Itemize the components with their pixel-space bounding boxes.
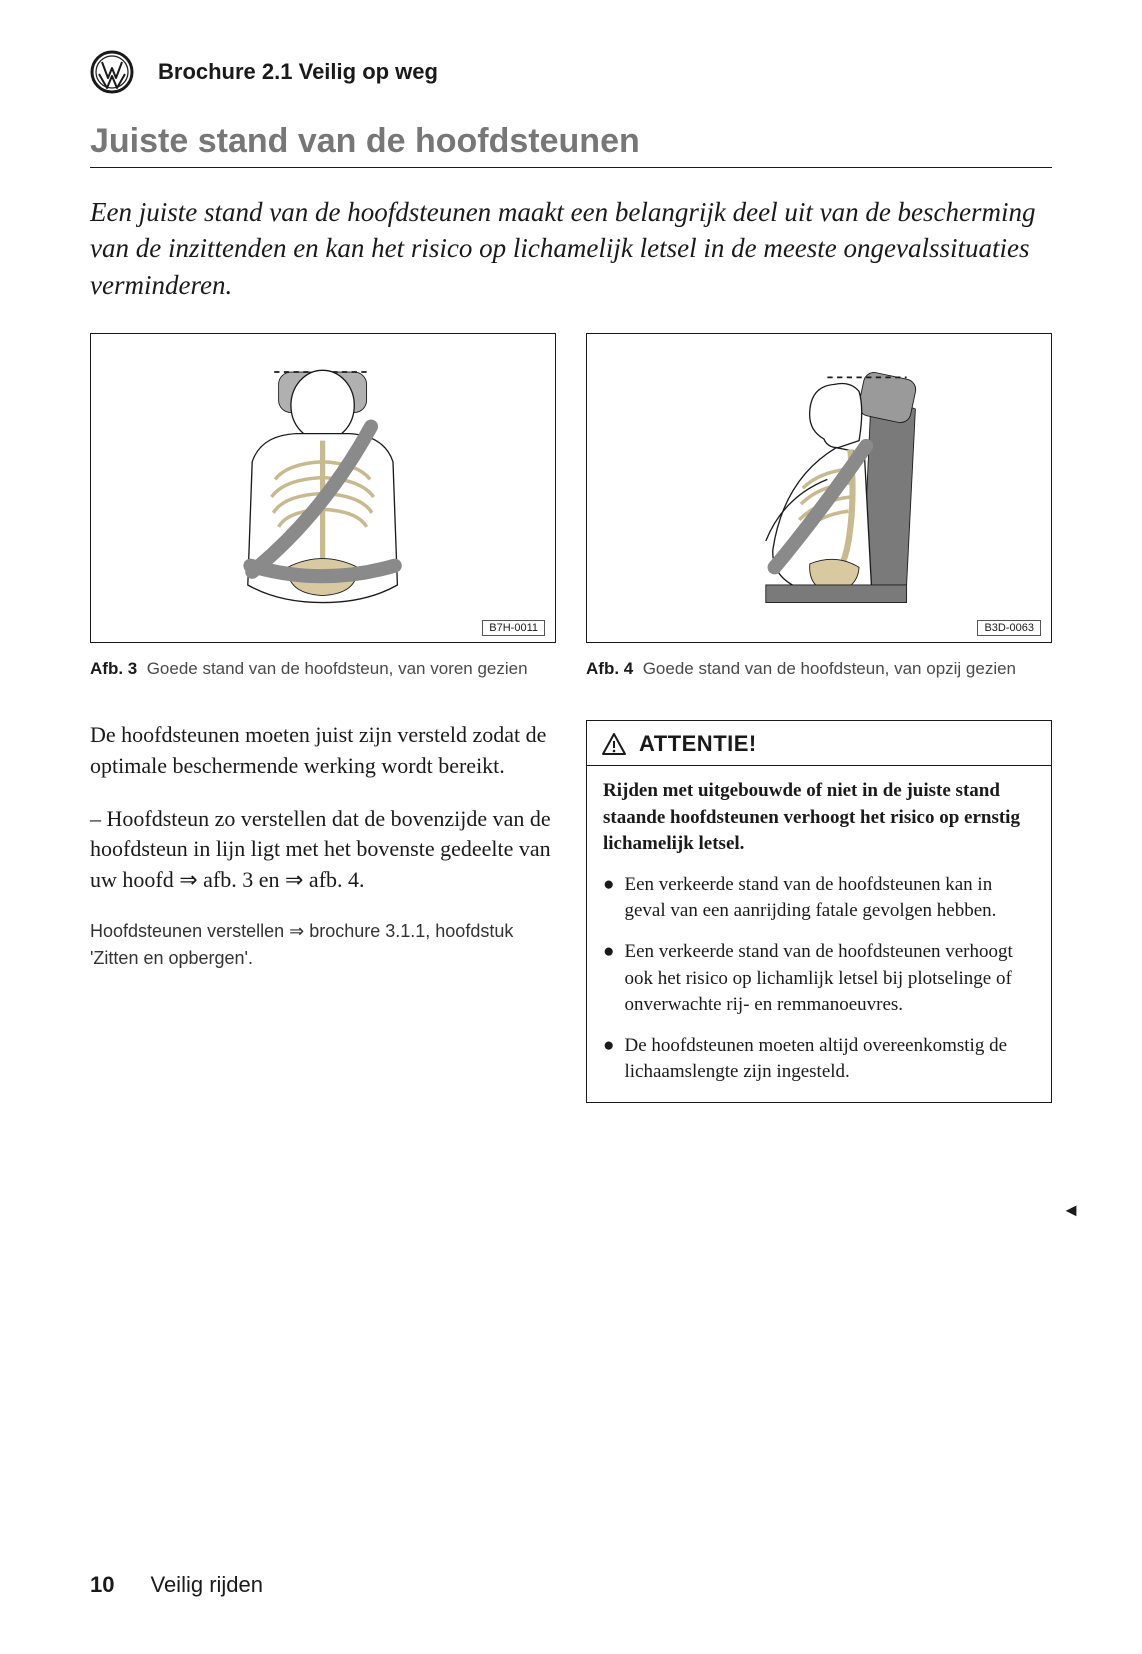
figure-left-caption-prefix: Afb. 3 [90,659,137,678]
figures-row: B7H-0011 Afb. 3 Goede stand van de hoofd… [90,333,1052,682]
left-column: De hoofdsteunen moeten juist zijn verste… [90,720,556,1103]
attention-title: ATTENTIE! [639,731,757,757]
figure-left: B7H-0011 Afb. 3 Goede stand van de hoofd… [90,333,556,682]
attention-body: Rijden met uitgebouwde of niet in de jui… [587,766,1051,1102]
right-column: ATTENTIE! Rijden met uitgebouwde of niet… [586,720,1052,1103]
continuation-marker-icon: ◄ [1062,1200,1080,1221]
warning-triangle-icon [601,732,627,756]
figure-right-caption-text: Goede stand van de hoofdsteun, van opzij… [643,659,1016,678]
anatomy-front-diagram-icon [137,365,508,611]
page-number: 10 [90,1572,114,1598]
anatomy-side-diagram-icon [633,365,1004,611]
figure-left-box: B7H-0011 [90,333,556,643]
left-para-2: – Hoofdsteun zo verstellen dat de bovenz… [90,804,556,896]
page-footer: 10 Veilig rijden [90,1572,263,1598]
figure-right-caption: Afb. 4 Goede stand van de hoofdsteun, va… [586,657,1052,682]
figure-left-caption-text: Goede stand van de hoofdsteun, van voren… [147,659,528,678]
attention-lead: Rijden met uitgebouwde of niet in de jui… [603,778,1035,858]
attention-bullet-2: ● Een verkeerde stand van de hoofdsteune… [603,939,1035,1019]
attention-bullet-1: ● Een verkeerde stand van de hoofdsteune… [603,872,1035,925]
figure-right-code: B3D-0063 [977,620,1041,636]
attention-bullet-3: ● De hoofdsteunen moeten altijd overeenk… [603,1033,1035,1086]
attention-bullet-1-text: Een verkeerde stand van de hoofdsteunen … [624,872,1035,925]
figure-left-caption: Afb. 3 Goede stand van de hoofdsteun, va… [90,657,556,682]
attention-box: ATTENTIE! Rijden met uitgebouwde of niet… [586,720,1052,1103]
page-header: Brochure 2.1 Veilig op weg [90,50,1052,94]
figure-right-caption-prefix: Afb. 4 [586,659,633,678]
attention-header: ATTENTIE! [587,721,1051,766]
brochure-label: Brochure 2.1 Veilig op weg [158,59,438,85]
bullet-icon: ● [603,1033,614,1086]
attention-bullet-3-text: De hoofdsteunen moeten altijd overeenkom… [624,1033,1035,1086]
bullet-icon: ● [603,872,614,925]
content-row: De hoofdsteunen moeten juist zijn verste… [90,720,1052,1103]
attention-bullet-2-text: Een verkeerde stand van de hoofdsteunen … [624,939,1035,1019]
left-para-1: De hoofdsteunen moeten juist zijn verste… [90,720,556,782]
intro-paragraph: Een juiste stand van de hoofdsteunen maa… [90,194,1052,303]
figure-right-box: B3D-0063 [586,333,1052,643]
vw-logo-icon [90,50,134,94]
figure-right: B3D-0063 Afb. 4 Goede stand van de hoofd… [586,333,1052,682]
bullet-icon: ● [603,939,614,1019]
footer-label: Veilig rijden [150,1572,263,1598]
left-reference: Hoofdsteunen verstellen ⇒ brochure 3.1.1… [90,918,556,972]
section-title: Juiste stand van de hoofdsteunen [90,122,1052,168]
figure-left-code: B7H-0011 [482,620,545,636]
